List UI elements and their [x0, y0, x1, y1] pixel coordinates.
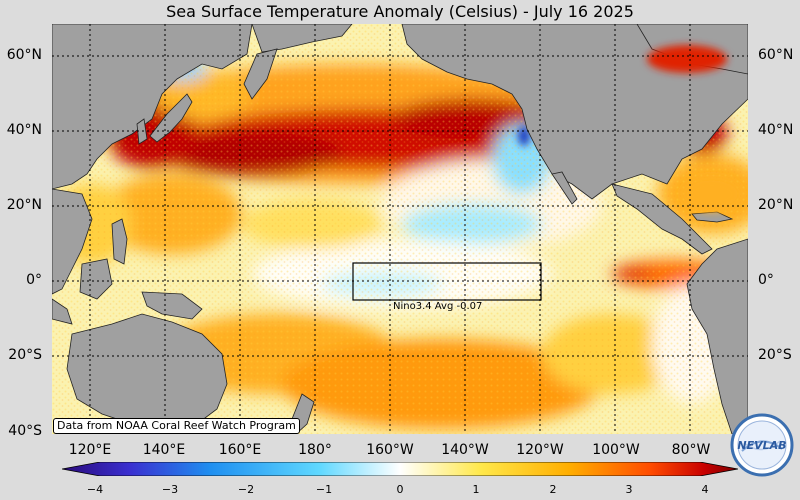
logo-text: NEVLAB [737, 439, 786, 452]
colorbar-tick-3: 3 [625, 483, 633, 496]
lat-label-equator: 0° [26, 272, 42, 288]
south-america-landmass [686, 238, 748, 434]
map-title: Sea Surface Temperature Anomaly (Celsius… [166, 2, 634, 21]
new-guinea-island [141, 291, 203, 320]
colorbar-tick-1: 1 [472, 483, 480, 496]
lat-label-60n: 60°N [6, 47, 42, 63]
lon-label-140w: 140°W [441, 442, 489, 458]
asia-landmass [52, 24, 253, 190]
nino34-region-box [352, 262, 542, 301]
lat-label-20s-right: 20°S [758, 347, 792, 363]
data-source-note: Data from NOAA Coral Reef Watch Program [53, 418, 300, 434]
colorbar-tick-minus4: −4 [86, 483, 104, 496]
philippines-islands [111, 218, 128, 265]
australia-landmass [66, 313, 228, 430]
nino34-average-label: Nino3.4 Avg -0.07 [393, 301, 483, 312]
colorbar-gradient [61, 461, 739, 477]
lat-label-60n-right: 60°N [758, 47, 794, 63]
colorbar-tick-2: 2 [549, 483, 557, 496]
asia-north-landmass [251, 24, 353, 53]
lat-label-equator-right: 0° [758, 272, 774, 288]
sst-anomaly-map [52, 24, 748, 434]
map-canvas [52, 24, 748, 434]
sumatra-island [52, 298, 73, 325]
colorbar-tick-4: 4 [701, 483, 709, 496]
lon-label-180: 180° [298, 442, 332, 458]
lon-label-100w: 100°W [592, 442, 640, 458]
colorbar-tick-minus2: −2 [237, 483, 255, 496]
lat-label-20n-right: 20°N [758, 197, 794, 213]
lat-label-40n: 40°N [6, 122, 42, 138]
lon-label-160w: 160°W [366, 442, 414, 458]
lat-label-40n-right: 40°N [758, 122, 794, 138]
lat-label-20s: 20°S [8, 347, 42, 363]
borneo-island [79, 258, 113, 300]
colorbar-tick-0: 0 [396, 483, 404, 496]
japan-islands [149, 93, 193, 143]
colorbar-tick-minus3: −3 [161, 483, 179, 496]
lon-label-120w: 120°W [516, 442, 564, 458]
lon-label-120e: 120°E [68, 442, 112, 458]
central-america-landmass [611, 183, 713, 255]
lon-label-140e: 140°E [142, 442, 186, 458]
baja-california [551, 171, 578, 205]
lon-label-160e: 160°E [218, 442, 262, 458]
colorbar [61, 461, 739, 477]
lon-label-80w: 80°W [671, 442, 711, 458]
lat-label-20n: 20°N [6, 197, 42, 213]
lat-label-40s: 40°S [8, 423, 42, 439]
caribbean-islands [691, 211, 734, 223]
nevlab-logo: NEVLAB [730, 413, 794, 477]
kamchatka-peninsula [243, 48, 278, 100]
colorbar-tick-minus1: −1 [315, 483, 333, 496]
indochina-landmass [52, 188, 93, 295]
land-masses [52, 24, 748, 434]
graticule [52, 24, 748, 434]
